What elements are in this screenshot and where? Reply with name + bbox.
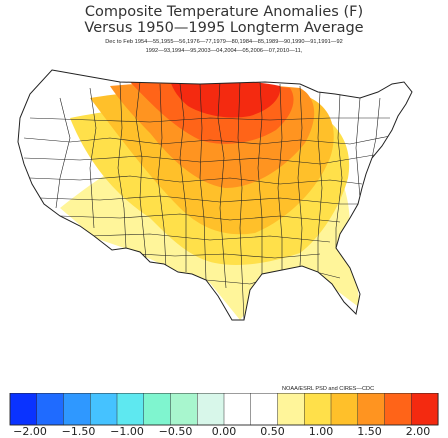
color-scale-tick-label: 0.50 [260,425,285,438]
color-scale-cell [223,393,252,426]
us-outline [17,69,413,321]
color-scale-cell [143,393,172,426]
color-scale-cell [304,393,332,426]
color-scale-cell [36,393,65,426]
color-scale-bar [9,393,439,426]
composite-years-line1: Dec to Feb 1954—55,1955—56,1976—77,1979—… [105,39,343,45]
color-scale-tick-label: 2.00 [405,425,431,438]
map-title-line1: Composite Temperature Anomalies (F) [84,4,364,20]
color-scale-tick-label: −1.50 [61,425,96,438]
color-scale-cell [250,393,279,426]
color-scale-cell [411,393,439,426]
color-scale-tick-label: −0.50 [158,425,193,438]
composite-years-line2: 1992—93,1994—95,2003—04,2004—05,2006—07,… [145,48,303,54]
color-scale-cell [170,393,198,426]
color-scale-cell [277,393,305,426]
color-scale-cell [90,393,118,426]
color-scale-cell [63,393,91,426]
color-scale-cell [116,393,145,426]
color-scale-tick-label: 1.50 [357,425,382,438]
color-scale-tick-label: 0.00 [211,425,237,438]
data-credit: NOAA/ESRL PSD and CIRES—CDC [282,386,375,392]
color-scale-frame [9,393,439,426]
color-scale-cell [197,393,225,426]
us-anomaly-map [17,69,413,321]
color-scale-cell [357,393,386,426]
color-scale-cell [330,393,359,426]
color-scale-cell [384,393,412,426]
color-scale-tick-label: −1.00 [110,425,144,438]
color-scale-tick-label: 1.00 [308,425,334,438]
anomaly-band-2-0 [170,79,281,118]
map-title-line2: Versus 1950—1995 Longterm Average [84,20,364,36]
color-scale-cell [9,393,38,426]
color-scale-tick-label: −2.00 [13,425,47,438]
